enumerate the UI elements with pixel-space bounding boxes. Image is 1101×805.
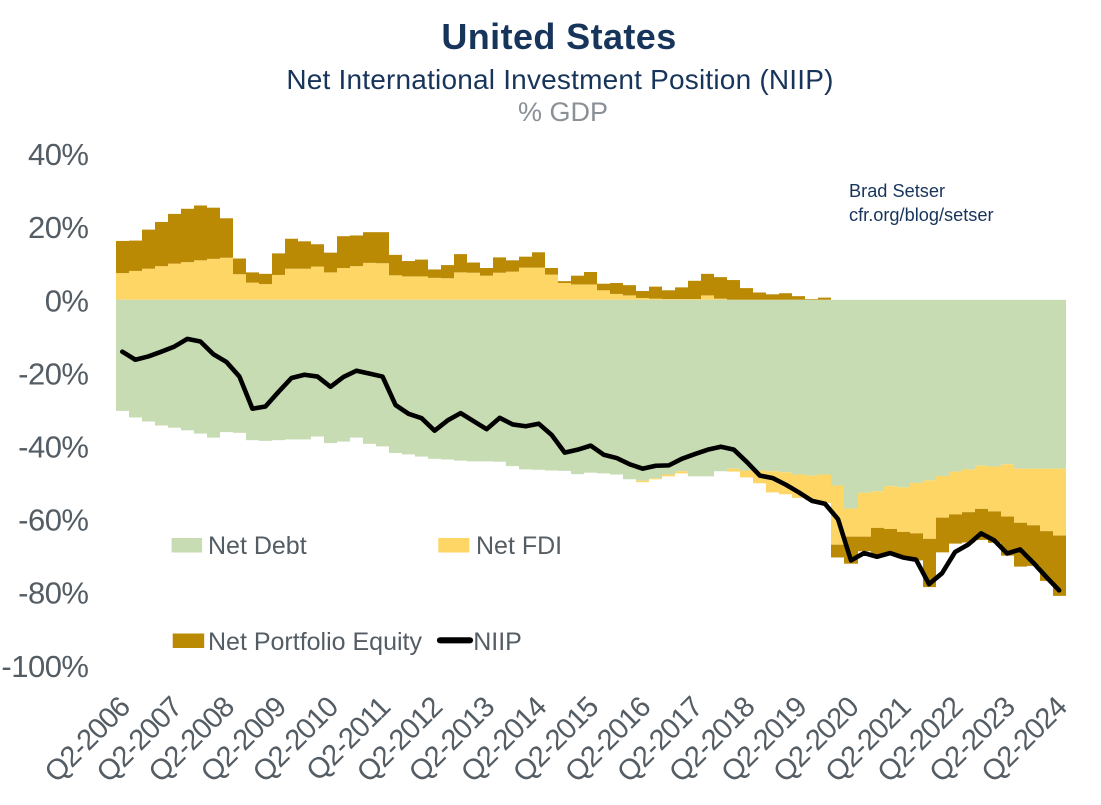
svg-text:Net International Investment P: Net International Investment Position (N…	[286, 64, 833, 95]
svg-text:0%: 0%	[45, 283, 89, 318]
svg-text:NIIP: NIIP	[473, 628, 522, 656]
svg-text:-80%: -80%	[18, 576, 88, 611]
svg-text:20%: 20%	[28, 210, 89, 245]
svg-text:-60%: -60%	[18, 503, 88, 538]
svg-text:Net FDI: Net FDI	[476, 532, 562, 560]
svg-text:-100%: -100%	[1, 649, 88, 684]
svg-text:cfr.org/blog/setser: cfr.org/blog/setser	[849, 205, 994, 225]
svg-text:% GDP: % GDP	[518, 97, 608, 127]
svg-text:-20%: -20%	[18, 356, 88, 391]
svg-text:Net Debt: Net Debt	[208, 532, 307, 560]
svg-text:Brad Setser: Brad Setser	[849, 181, 945, 201]
svg-text:Net Portfolio Equity: Net Portfolio Equity	[208, 628, 422, 656]
svg-text:United States: United States	[441, 16, 676, 57]
svg-text:40%: 40%	[28, 137, 89, 172]
svg-text:-40%: -40%	[18, 430, 88, 465]
